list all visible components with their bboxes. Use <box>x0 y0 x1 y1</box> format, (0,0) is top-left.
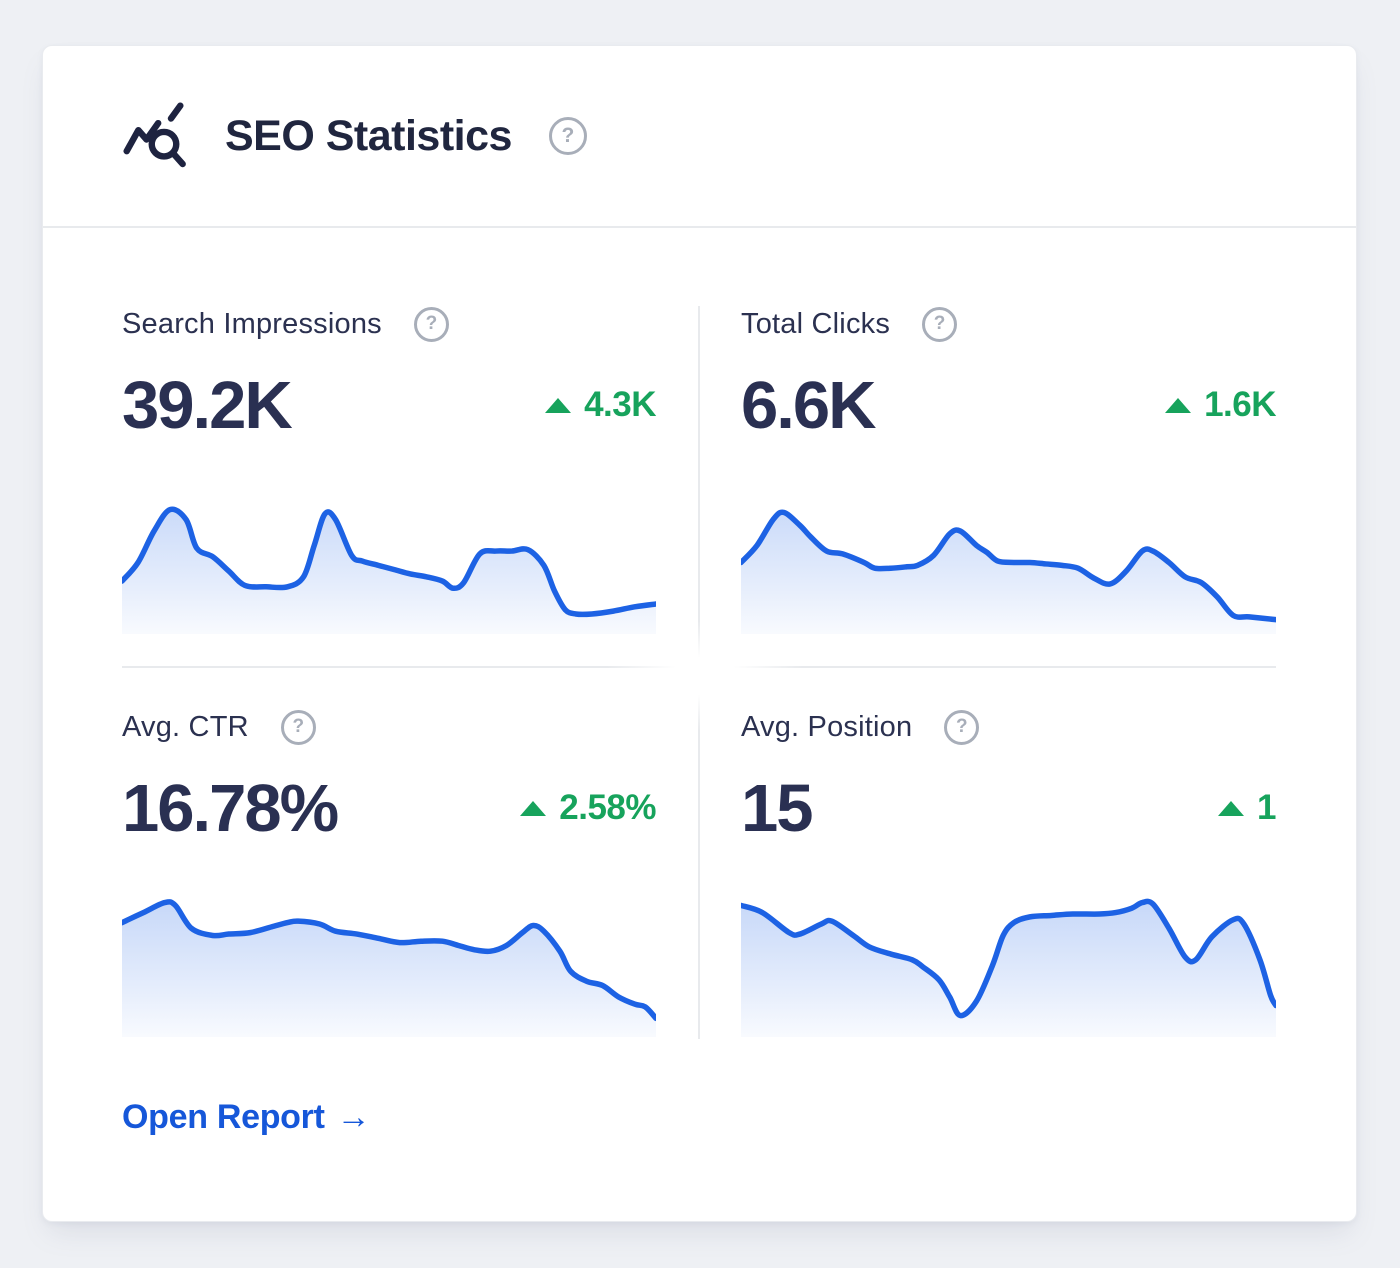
metric-header: Total Clicks ? <box>741 306 1276 342</box>
sparkline-chart-total-clicks <box>738 491 1279 634</box>
metric-panel-search-impressions: Search Impressions ? 39.2K 4.3K <box>119 306 659 634</box>
help-glyph: ? <box>425 313 438 334</box>
metric-panel-avg-position: Avg. Position ? 15 1 <box>738 709 1279 1037</box>
delta-value: 2.58% <box>559 788 656 827</box>
metric-label: Search Impressions <box>122 307 382 340</box>
delta-value: 4.3K <box>584 385 656 424</box>
metric-header: Avg. Position ? <box>741 709 1276 745</box>
help-glyph: ? <box>933 313 946 334</box>
metric-delta: 1 <box>1218 788 1276 828</box>
help-glyph: ? <box>956 716 968 737</box>
seo-statistics-card: SEO Statistics ? Search Impressions ? 39… <box>42 45 1357 1222</box>
help-glyph: ? <box>561 124 575 147</box>
metric-delta: 2.58% <box>520 788 656 828</box>
metric-label: Total Clicks <box>741 307 891 340</box>
metric-delta: 1.6K <box>1165 385 1276 425</box>
arrow-right-icon: → <box>336 1098 371 1136</box>
help-glyph: ? <box>292 716 305 737</box>
seo-analytics-icon <box>122 101 192 171</box>
help-icon[interactable]: ? <box>280 709 316 745</box>
open-report-label: Open Report <box>122 1098 325 1136</box>
help-icon[interactable]: ? <box>944 709 980 745</box>
card-header: SEO Statistics ? <box>43 46 1356 228</box>
metric-value: 15 <box>741 770 814 846</box>
trend-up-icon <box>545 397 572 413</box>
metric-header: Search Impressions ? <box>122 306 656 342</box>
help-icon[interactable]: ? <box>548 117 587 155</box>
metric-value: 16.78% <box>122 770 339 846</box>
sparkline-chart-avg-position <box>738 894 1279 1037</box>
help-icon[interactable]: ? <box>922 306 958 342</box>
metric-header: Avg. CTR ? <box>122 709 656 745</box>
metric-delta: 4.3K <box>545 385 656 425</box>
delta-value: 1.6K <box>1204 385 1276 424</box>
delta-value: 1 <box>1257 788 1276 827</box>
metric-panel-total-clicks: Total Clicks ? 6.6K 1.6K <box>738 306 1279 634</box>
sparkline-chart-search-impressions <box>119 491 659 634</box>
trend-up-icon <box>1165 397 1192 413</box>
vertical-divider <box>698 306 700 1039</box>
metric-label: Avg. CTR <box>122 710 249 743</box>
sparkline-chart-avg-ctr <box>119 894 659 1037</box>
trend-up-icon <box>1218 800 1245 816</box>
help-icon[interactable]: ? <box>413 306 449 342</box>
trend-up-icon <box>520 800 547 816</box>
metric-value: 6.6K <box>741 367 877 443</box>
metric-panel-avg-ctr: Avg. CTR ? 16.78% 2.58% <box>119 709 659 1037</box>
metric-label: Avg. Position <box>741 710 913 743</box>
metric-value: 39.2K <box>122 367 293 443</box>
page-title: SEO Statistics <box>225 111 512 160</box>
open-report-link[interactable]: Open Report → <box>122 1098 371 1137</box>
